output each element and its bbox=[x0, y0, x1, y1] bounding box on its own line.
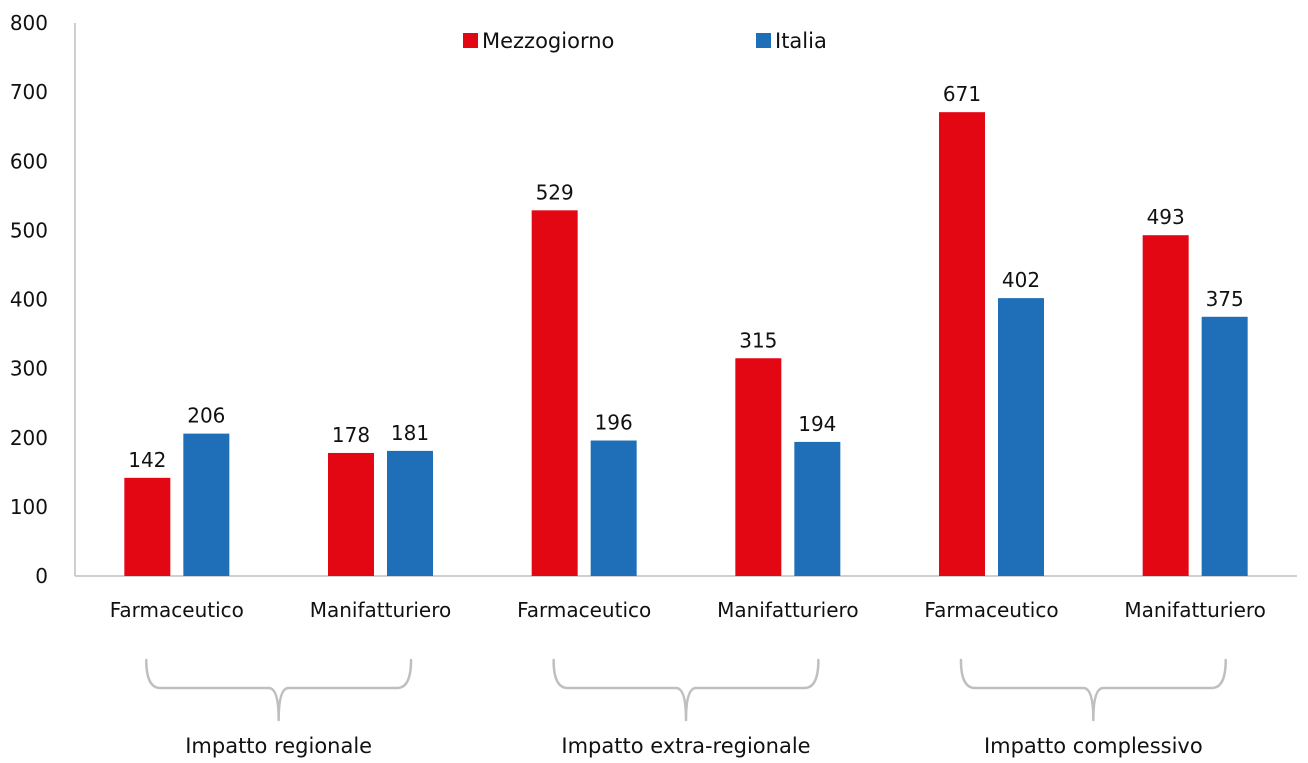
legend-label: Italia bbox=[775, 29, 827, 53]
data-label: 529 bbox=[536, 180, 574, 204]
data-label: 196 bbox=[595, 411, 633, 435]
y-tick-label: 200 bbox=[10, 426, 48, 450]
x-axis-ticks: Farmaceutico Manifatturiero Farmaceutico Ma… bbox=[110, 598, 1266, 622]
y-tick-label: 500 bbox=[10, 218, 48, 242]
bar-italia bbox=[794, 441, 841, 576]
y-tick-label: 300 bbox=[10, 357, 48, 381]
x-tick-label: Farmaceutico bbox=[924, 598, 1058, 622]
data-label: 178 bbox=[332, 423, 370, 447]
data-label: 142 bbox=[128, 448, 166, 472]
data-label: 671 bbox=[943, 82, 981, 106]
y-tick-label: 800 bbox=[10, 11, 48, 35]
bar-mezzogiorno bbox=[735, 358, 782, 576]
y-tick-label: 700 bbox=[10, 80, 48, 104]
bar-mezzogiorno bbox=[124, 477, 171, 576]
data-label: 206 bbox=[187, 404, 225, 428]
data-label: 194 bbox=[798, 412, 836, 436]
group-label: Impatto extra-regionale bbox=[561, 734, 810, 758]
x-tick-label: Manifatturiero bbox=[717, 598, 859, 622]
y-tick-label: 100 bbox=[10, 495, 48, 519]
legend: Mezzogiorno Italia bbox=[463, 29, 827, 53]
data-label: 315 bbox=[739, 328, 777, 352]
bar-mezzogiorno bbox=[328, 452, 374, 576]
legend-label: Mezzogiorno bbox=[482, 29, 614, 53]
x-tick-label: Farmaceutico bbox=[517, 598, 651, 622]
y-tick-label: 0 bbox=[35, 564, 48, 588]
category-groups: Impatto regionale Impatto extra-regionale… bbox=[145, 658, 1227, 758]
bar-mezzogiorno bbox=[1142, 235, 1189, 576]
bars bbox=[124, 112, 1248, 577]
group-label: Impatto regionale bbox=[185, 734, 372, 758]
y-tick-label: 600 bbox=[10, 149, 48, 173]
data-label: 402 bbox=[1002, 268, 1040, 292]
group-label: Impatto complessivo bbox=[984, 734, 1203, 758]
x-tick-label: Farmaceutico bbox=[110, 598, 244, 622]
group-brace bbox=[552, 658, 820, 722]
bar-italia bbox=[998, 298, 1044, 576]
data-label: 181 bbox=[391, 421, 429, 445]
bar-italia bbox=[387, 450, 433, 576]
legend-swatch bbox=[756, 33, 771, 48]
group-brace bbox=[959, 658, 1227, 722]
x-tick-label: Manifatturiero bbox=[1124, 598, 1266, 622]
data-labels: 142 178 529 315 671 493 206 181 196 194 402 375 bbox=[128, 82, 1244, 472]
group-brace bbox=[145, 658, 413, 722]
bar-mezzogiorno bbox=[939, 112, 985, 576]
legend-swatch bbox=[463, 33, 478, 48]
y-axis-ticks: 0 100 200 300 400 500 600 700 800 bbox=[10, 11, 48, 588]
x-tick-label: Manifatturiero bbox=[310, 598, 452, 622]
data-label: 375 bbox=[1206, 287, 1244, 311]
data-label: 493 bbox=[1147, 205, 1185, 229]
axes bbox=[74, 23, 1297, 577]
bar-italia bbox=[590, 440, 637, 576]
bar-mezzogiorno bbox=[531, 210, 578, 577]
bar-italia bbox=[183, 433, 230, 576]
y-tick-label: 400 bbox=[10, 288, 48, 312]
bar-italia bbox=[1201, 316, 1248, 576]
